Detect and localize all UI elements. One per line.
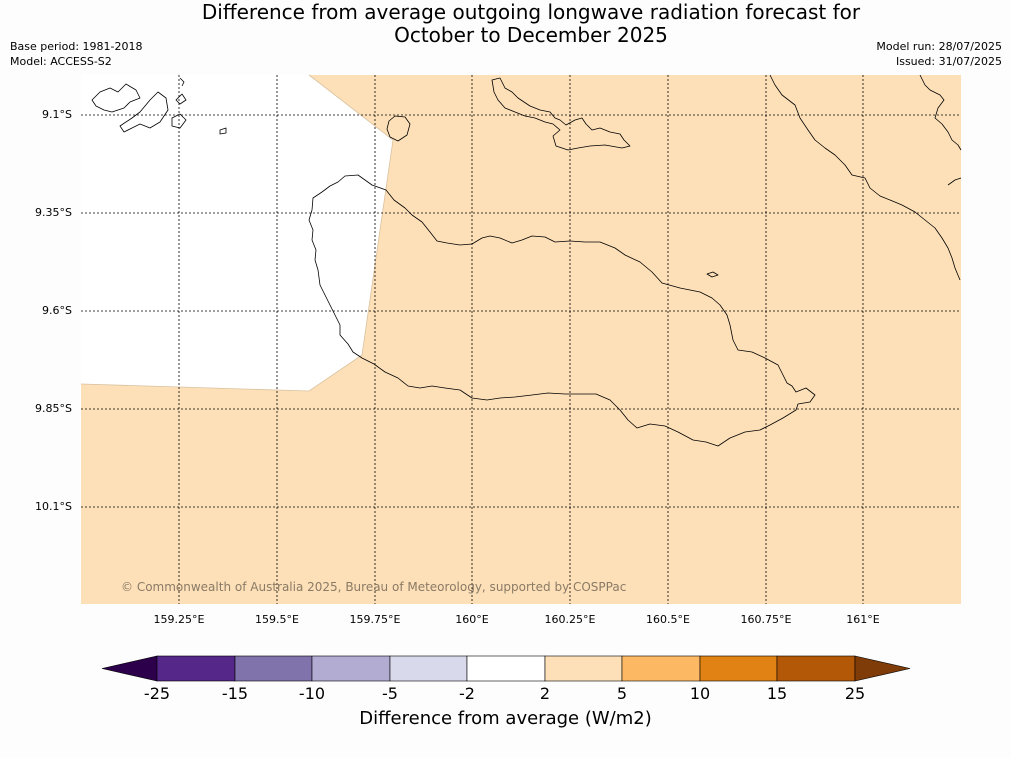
coastline-malaita (769, 74, 961, 281)
coastline-islet (706, 271, 719, 278)
coastline-savo (386, 115, 411, 142)
colorbar-segment (234, 655, 313, 682)
cbar-tick-7: 10 (689, 684, 711, 703)
cbar-tick-4: -2 (459, 684, 475, 703)
lat-label-4: 10.1°S (35, 500, 72, 513)
coastlines (91, 74, 962, 447)
coastline-nggela (491, 77, 631, 151)
colorbar-segment (389, 655, 468, 682)
graticule (81, 75, 961, 604)
model-name: Model: ACCESS-S2 (10, 55, 112, 68)
lon-label-5: 160.5°E (646, 613, 690, 626)
colorbar-extend-high (854, 655, 911, 682)
coastline-russell-3 (171, 113, 187, 129)
lon-label-2: 159.75°E (349, 613, 401, 626)
lat-label-3: 9.85°S (35, 402, 72, 415)
colorbar-extend-low (101, 655, 158, 682)
model-run: Model run: 28/07/2025 (876, 40, 1002, 53)
coastline-guadalcanal (308, 174, 816, 447)
cbar-tick-5: 2 (539, 684, 551, 703)
lon-label-6: 160.75°E (740, 613, 792, 626)
meta-left: Base period: 1981-2018 Model: ACCESS-S2 (10, 39, 142, 69)
title-line-2: October to December 2025 (394, 23, 668, 47)
lat-label-2: 9.6°S (42, 304, 72, 317)
coastline-russell-6 (179, 77, 185, 87)
cbar-tick-3: -5 (382, 684, 398, 703)
colorbar-segment (699, 655, 778, 682)
copyright-notice: © Commonwealth of Australia 2025, Bureau… (121, 580, 627, 594)
issued-date: Issued: 31/07/2025 (895, 55, 1002, 68)
colorbar-segment (156, 655, 236, 682)
colorbar-segment (544, 655, 623, 682)
meta-right: Model run: 28/07/2025 Issued: 31/07/2025 (876, 39, 1002, 69)
coastline-east-2 (947, 177, 962, 186)
cbar-tick-0: -25 (143, 684, 171, 703)
colorbar-segment (466, 655, 546, 682)
lon-label-4: 160.25°E (544, 613, 596, 626)
coastline-russell-5 (219, 127, 227, 135)
cbar-tick-2: -10 (298, 684, 326, 703)
coastline-russell-4 (175, 93, 187, 105)
cbar-tick-9: 25 (844, 684, 866, 703)
colorbar-label: Difference from average (W/m2) (359, 708, 652, 729)
coastline-east (919, 74, 962, 151)
base-period: Base period: 1981-2018 (10, 40, 143, 53)
lon-label-3: 160°E (455, 613, 489, 626)
lon-label-0: 159.25°E (153, 613, 205, 626)
colorbar-segment (621, 655, 701, 682)
colorbar-segment (776, 655, 856, 682)
neutral-region (81, 75, 393, 391)
lon-label-7: 161°E (846, 613, 880, 626)
coastline-russell (91, 83, 141, 113)
colorbar-segment (311, 655, 391, 682)
lon-label-1: 159.5°E (255, 613, 299, 626)
cbar-tick-8: 15 (766, 684, 788, 703)
title-line-1: Difference from average outgoing longwav… (201, 0, 861, 24)
neutral-region-edge (80, 74, 394, 392)
cbar-tick-6: 5 (616, 684, 628, 703)
coastline-russell-2 (119, 91, 169, 133)
cbar-tick-1: -15 (221, 684, 249, 703)
lat-label-0: 9.1°S (42, 108, 72, 121)
lat-label-1: 9.35°S (35, 206, 72, 219)
